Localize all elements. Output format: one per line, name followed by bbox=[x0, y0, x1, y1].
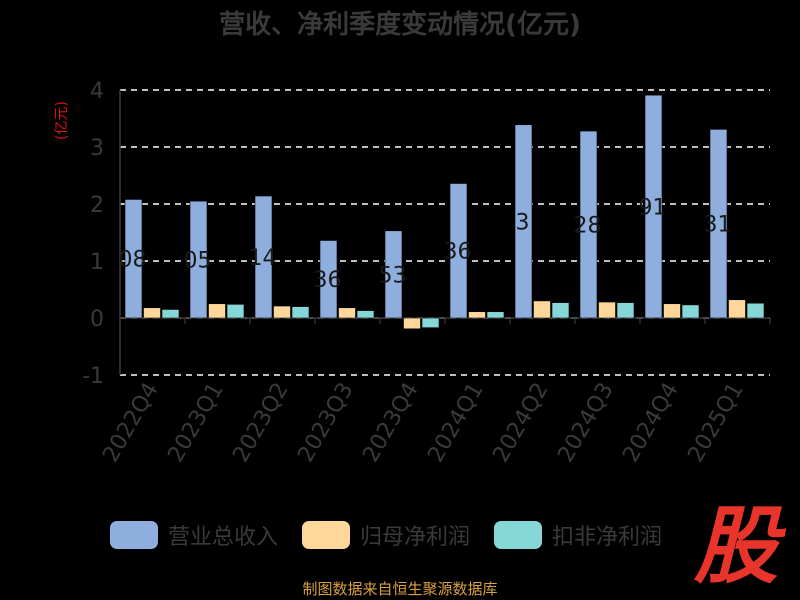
legend-swatch-revenue bbox=[110, 521, 158, 549]
bar-data-label: 14 bbox=[249, 246, 277, 271]
legend-item-deducted-profit[interactable]: 扣非净利润 bbox=[494, 519, 662, 551]
x-tick-label: 2024Q3 bbox=[553, 379, 618, 467]
bar-data-label: 36 bbox=[314, 268, 342, 293]
y-tick-label: 3 bbox=[90, 136, 104, 161]
bar-revenue bbox=[124, 199, 143, 319]
bar-revenue bbox=[449, 183, 468, 319]
bar-data-label: 3 bbox=[516, 210, 530, 235]
bar-data-label: 28 bbox=[574, 214, 602, 239]
bar-revenue bbox=[319, 240, 338, 319]
chart-title: 营收、净利季度变动情况(亿元) bbox=[219, 10, 581, 40]
bar-revenue bbox=[384, 230, 403, 319]
bar-revenue bbox=[579, 130, 598, 319]
legend-swatch-net-profit bbox=[302, 521, 351, 549]
bar-data-label: 91 bbox=[639, 196, 667, 221]
bar-net-profit bbox=[143, 307, 161, 319]
bar-data-label: 05 bbox=[184, 249, 212, 274]
logo-icon: 股 bbox=[694, 497, 779, 595]
bar-deducted-profit bbox=[291, 306, 310, 319]
y-tick-label: 2 bbox=[90, 193, 104, 218]
legend: 营业总收入 归母净利润 扣非净利润 bbox=[110, 518, 686, 552]
bar-revenue bbox=[709, 129, 728, 319]
legend-item-revenue[interactable]: 营业总收入 bbox=[110, 519, 278, 551]
bar-net-profit bbox=[598, 301, 616, 319]
bar-deducted-profit bbox=[421, 317, 440, 328]
legend-label-revenue: 营业总收入 bbox=[168, 525, 279, 550]
bar-data-label: 08 bbox=[119, 248, 147, 273]
bar-deducted-profit bbox=[356, 310, 375, 319]
y-tick-label: 1 bbox=[90, 250, 104, 275]
bar-net-profit bbox=[728, 299, 746, 319]
bar-deducted-profit bbox=[226, 304, 245, 319]
x-tick-label: 2022Q4 bbox=[98, 379, 163, 467]
bar-deducted-profit bbox=[681, 304, 700, 319]
y-tick-label: -1 bbox=[82, 364, 104, 389]
x-tick-label: 2023Q1 bbox=[163, 379, 228, 467]
bar-net-profit bbox=[403, 317, 421, 330]
bar-deducted-profit bbox=[616, 302, 635, 319]
x-tick-label: 2024Q2 bbox=[488, 379, 553, 467]
bar-deducted-profit bbox=[161, 309, 180, 319]
bar-net-profit bbox=[208, 303, 226, 319]
bar-revenue bbox=[254, 195, 273, 319]
bar-revenue bbox=[189, 200, 208, 319]
x-tick-label: 2024Q4 bbox=[618, 379, 683, 467]
bar-data-label: 36 bbox=[444, 240, 472, 265]
x-tick-label: 2024Q1 bbox=[423, 379, 488, 467]
x-tick-label: 2023Q4 bbox=[358, 379, 423, 467]
x-tick-label: 2023Q2 bbox=[228, 379, 293, 467]
y-tick-label: 4 bbox=[90, 79, 104, 104]
bar-net-profit bbox=[663, 303, 681, 319]
bar-deducted-profit bbox=[746, 302, 765, 319]
legend-swatch-deducted-profit bbox=[494, 521, 543, 549]
legend-label-deducted-profit: 扣非净利润 bbox=[552, 525, 663, 550]
bar-revenue bbox=[514, 124, 533, 319]
bar-net-profit bbox=[338, 307, 356, 319]
bar-deducted-profit bbox=[486, 311, 505, 319]
bar-net-profit bbox=[468, 311, 486, 319]
y-tick-label: 0 bbox=[90, 307, 104, 332]
x-tick-label: 2025Q1 bbox=[683, 379, 748, 467]
data-source-note: 制图数据来自恒生聚源数据库 bbox=[302, 580, 498, 598]
bar-data-label: 53 bbox=[379, 263, 407, 288]
bar-deducted-profit bbox=[551, 302, 570, 319]
legend-item-net-profit[interactable]: 归母净利润 bbox=[302, 519, 470, 551]
legend-label-net-profit: 归母净利润 bbox=[360, 525, 471, 550]
bar-data-label: 31 bbox=[704, 213, 732, 238]
x-tick-label: 2023Q3 bbox=[293, 379, 358, 467]
bar-net-profit bbox=[533, 300, 551, 319]
bar-revenue bbox=[644, 94, 663, 319]
bar-net-profit bbox=[273, 305, 291, 319]
